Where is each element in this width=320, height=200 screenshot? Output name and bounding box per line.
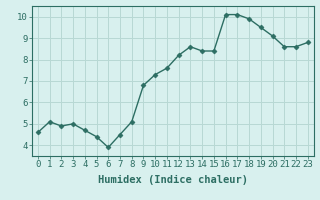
X-axis label: Humidex (Indice chaleur): Humidex (Indice chaleur) bbox=[98, 175, 248, 185]
